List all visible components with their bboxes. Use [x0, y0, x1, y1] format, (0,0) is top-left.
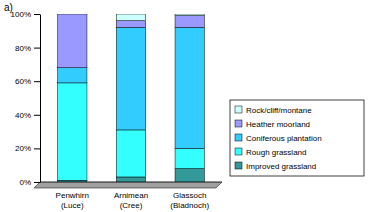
y-tick: 80%: [15, 44, 40, 53]
bar-segment: [58, 83, 87, 180]
legend-label: Rock/cliff/montane: [246, 106, 312, 115]
bar-segment: [58, 14, 87, 68]
plot: 0% 20% 40% 60% 80% 100% Penwhirn(Luce) Arnimean…: [11, 10, 222, 210]
y-tick: 20%: [15, 144, 40, 153]
bar-segment: [116, 27, 145, 129]
y-tick: 0%: [19, 178, 40, 187]
y-tick: 100%: [11, 10, 40, 19]
legend-label: Improved grassland: [246, 162, 316, 171]
legend-label: Coniferous plantation: [246, 134, 322, 143]
y-tick-mark: [34, 115, 40, 116]
y-tick-label: 40%: [15, 111, 31, 120]
y-tick-label: 60%: [15, 77, 31, 86]
legend-box: [230, 100, 364, 176]
y-tick-label: 20%: [15, 144, 31, 153]
legend-swatch: [235, 106, 242, 113]
y-tick-mark: [34, 148, 40, 149]
y-axis: 0% 20% 40% 60% 80% 100%: [11, 10, 41, 187]
legend-label: Rough grassland: [246, 148, 306, 157]
y-tick-label: 80%: [15, 44, 31, 53]
y-tick-mark: [34, 182, 40, 183]
x-tick-label: Penwhirn(Luce): [56, 191, 89, 210]
bar-segment: [175, 148, 204, 168]
x-tick-label: Arnimean(Cree): [114, 191, 148, 210]
x-tick-label: Glassoch(Bladnoch): [170, 191, 209, 210]
y-tick-mark: [34, 81, 40, 82]
y-tick: 60%: [15, 77, 40, 86]
legend: Rock/cliff/montane Heather moorland Conife…: [230, 100, 364, 176]
bar-segment: [116, 21, 145, 28]
y-axis-line: [40, 15, 41, 183]
legend-swatch: [235, 148, 242, 155]
bar-segment: [58, 180, 87, 182]
bar-segment: [116, 130, 145, 177]
legend-label: Heather moorland: [246, 120, 310, 129]
bar-segment: [175, 169, 204, 182]
bar-segment: [175, 14, 204, 16]
y-tick-mark: [34, 14, 40, 15]
y-tick-label: 100%: [11, 10, 31, 19]
chart: a)0%20%40%60%80%100%Penwhirn(Luce)Arnime…: [0, 0, 369, 212]
y-tick-mark: [34, 48, 40, 49]
legend-swatch: [235, 134, 242, 141]
y-tick: 40%: [15, 111, 40, 120]
bar-segment: [116, 177, 145, 182]
y-tick-label: 0%: [19, 178, 31, 187]
bar-segment: [58, 14, 87, 15]
bar-segment: [116, 14, 145, 21]
bar-segment: [175, 16, 204, 28]
bar-segment: [58, 68, 87, 83]
x-axis-line: [40, 182, 222, 183]
legend-swatch: [235, 120, 242, 127]
bars: [58, 14, 205, 182]
floor: [34, 182, 222, 188]
bar-segment: [175, 27, 204, 148]
legend-swatch: [235, 162, 242, 169]
